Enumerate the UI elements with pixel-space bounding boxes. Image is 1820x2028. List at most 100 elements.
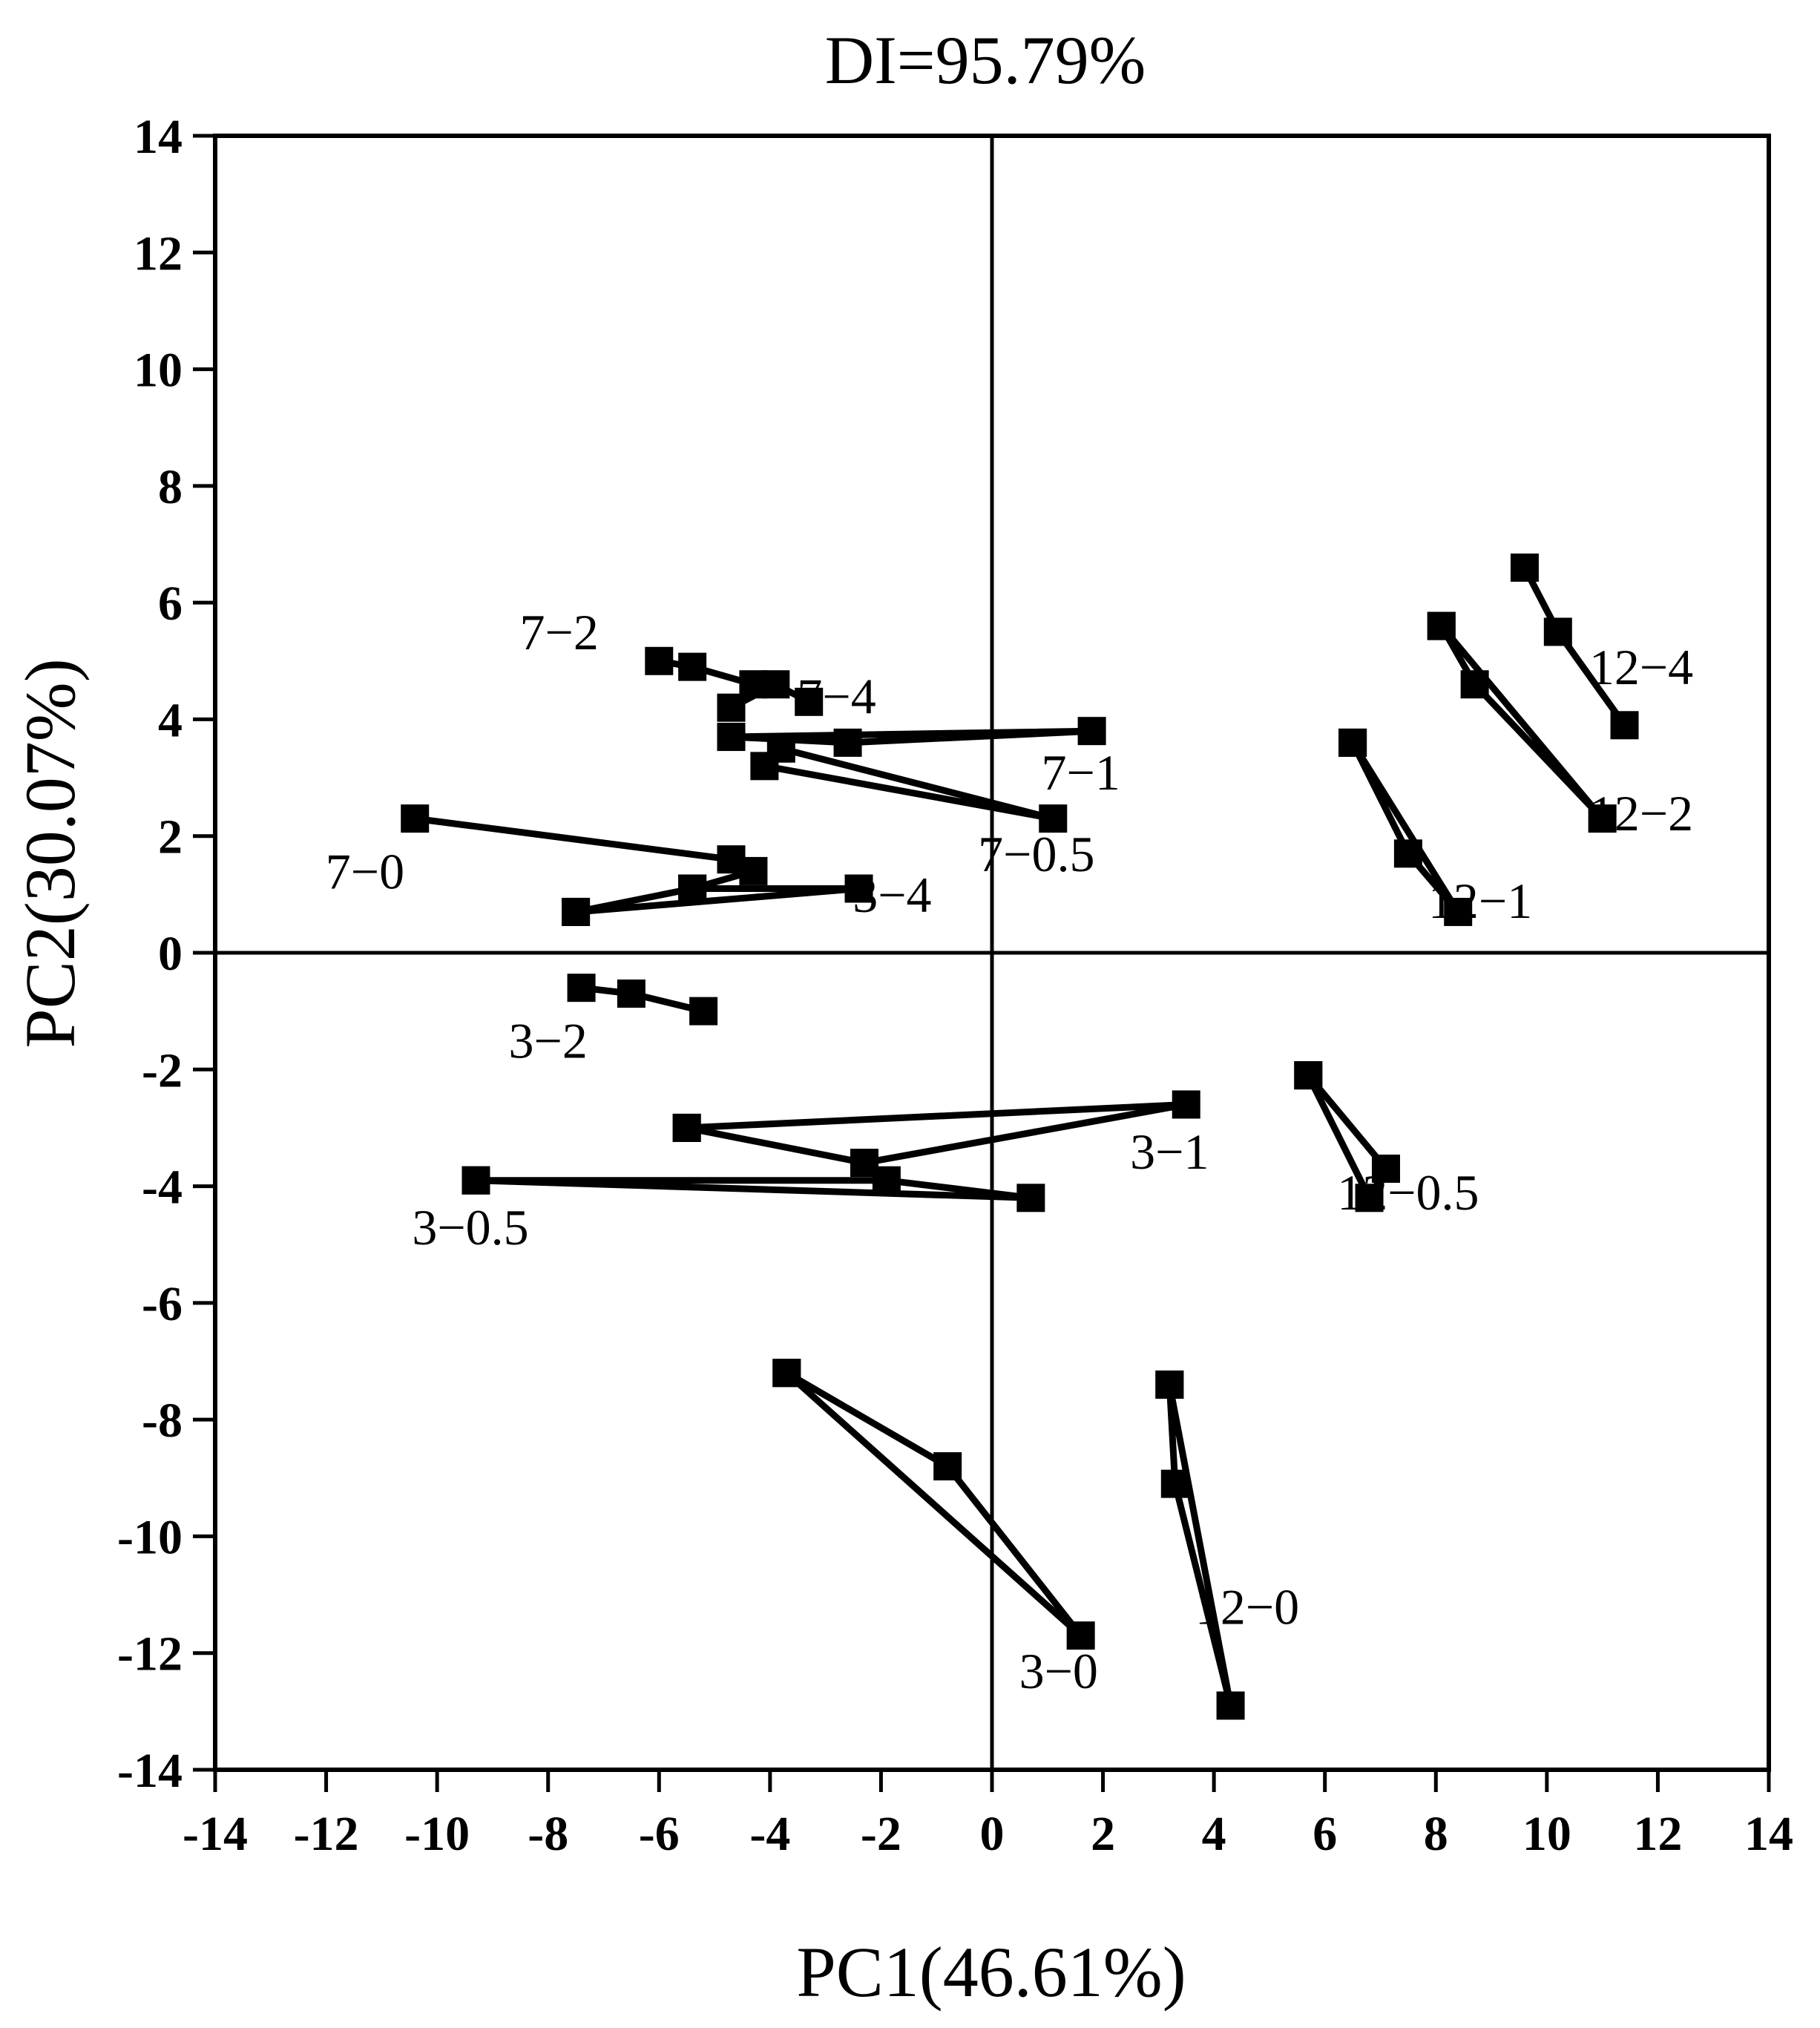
x-tick-label: -4 — [749, 1807, 790, 1861]
y-tick-label: -14 — [117, 1744, 183, 1798]
series-line-12-2 — [1438, 623, 1606, 822]
data-point — [1588, 804, 1617, 833]
data-point — [1338, 728, 1367, 757]
data-point — [772, 1359, 801, 1388]
x-tick-label: 8 — [1424, 1807, 1448, 1861]
data-point — [1427, 611, 1456, 640]
series-label: 12−1 — [1428, 873, 1532, 929]
series-line-7-1 — [731, 727, 1096, 746]
y-tick-label: -6 — [142, 1277, 183, 1331]
data-point — [562, 897, 591, 926]
data-point — [617, 979, 645, 1008]
chart-title: DI=95.79% — [825, 22, 1146, 98]
x-tick-label: 6 — [1313, 1807, 1337, 1861]
y-tick-label: 6 — [158, 577, 183, 631]
x-tick-label: -12 — [294, 1807, 359, 1861]
y-tick-label: 10 — [134, 344, 183, 398]
x-tick-label: -14 — [183, 1807, 248, 1861]
y-tick-label: 2 — [158, 810, 183, 864]
series-line-12-0 — [1166, 1384, 1235, 1709]
x-tick-label: -10 — [404, 1807, 470, 1861]
data-point — [672, 1113, 701, 1142]
y-tick-label: 8 — [158, 460, 183, 514]
data-point — [1510, 553, 1539, 582]
data-point — [1016, 1184, 1045, 1212]
data-point — [1294, 1061, 1323, 1090]
y-tick-label: 0 — [158, 927, 183, 981]
data-point — [1039, 804, 1068, 833]
x-tick-label: 12 — [1633, 1807, 1682, 1861]
data-point — [795, 687, 824, 716]
data-point — [739, 856, 768, 885]
data-point — [567, 974, 596, 1002]
series-label: 12−4 — [1589, 639, 1693, 695]
y-tick-label: 12 — [134, 226, 183, 280]
data-point — [850, 1149, 878, 1178]
y-tick-label: -10 — [117, 1510, 183, 1564]
data-point — [833, 728, 862, 757]
series-label: 7−1 — [1041, 744, 1120, 801]
series-label: 3−0.5 — [412, 1199, 528, 1256]
series-label: 7−4 — [797, 669, 875, 725]
y-tick-label: 4 — [158, 693, 183, 747]
data-point — [717, 723, 746, 752]
data-point — [1444, 897, 1473, 926]
series-label: 3−2 — [509, 1013, 588, 1069]
x-tick-label: 0 — [980, 1807, 1005, 1861]
data-point — [761, 670, 790, 699]
x-axis-title: PC1(46.61%) — [796, 1932, 1186, 2012]
series-label: 3−0 — [1019, 1643, 1098, 1699]
series-line-12-0.5 — [1305, 1073, 1390, 1201]
data-point — [1355, 1184, 1384, 1212]
data-point — [678, 874, 707, 903]
data-point — [1172, 1090, 1200, 1119]
x-tick-label: 14 — [1744, 1807, 1793, 1861]
data-point — [1155, 1370, 1184, 1399]
y-axis-title: PC2(30.07%) — [10, 658, 90, 1048]
series-label: 7−0 — [326, 843, 404, 899]
x-tick-label: 4 — [1202, 1807, 1226, 1861]
data-point — [689, 997, 718, 1026]
y-tick-label: -4 — [142, 1161, 183, 1215]
series-line-7-0.5 — [763, 745, 1057, 822]
data-point — [717, 693, 746, 722]
data-point — [1543, 617, 1572, 646]
x-tick-label: -6 — [639, 1807, 680, 1861]
series-line-3-0.5 — [476, 1177, 1034, 1201]
series-label: 7−2 — [519, 604, 598, 660]
y-tick-label: -8 — [142, 1394, 183, 1448]
y-tick-label: -2 — [142, 1043, 183, 1097]
x-tick-label: 10 — [1522, 1807, 1571, 1861]
series-label: 3−1 — [1130, 1123, 1209, 1180]
data-point — [1216, 1691, 1245, 1720]
data-point — [1393, 839, 1422, 868]
series-line-3-1 — [686, 1101, 1190, 1166]
data-point — [844, 874, 873, 903]
data-point — [678, 652, 707, 681]
series-label: 7−0.5 — [978, 826, 1094, 882]
series-line-3-4 — [575, 885, 862, 916]
data-point — [461, 1166, 490, 1195]
data-point — [1460, 670, 1489, 699]
series-label: 12−2 — [1589, 785, 1693, 841]
y-tick-label: 14 — [134, 110, 183, 164]
series-label: 3−4 — [852, 867, 931, 923]
x-tick-label: -8 — [528, 1807, 568, 1861]
series-line-12-1 — [1350, 741, 1462, 916]
data-point — [1371, 1154, 1400, 1183]
series-label: 12−0 — [1195, 1578, 1299, 1635]
plot-area: -14 -12 -10 -8 -6 -4 -2 0 2 4 6 8 10 12 14 14 12 10 8 6 4 2 0 -… — [117, 110, 1793, 1861]
data-point — [1077, 717, 1106, 746]
series-label: 12−0.5 — [1337, 1164, 1479, 1221]
data-point — [933, 1452, 962, 1481]
data-point — [1066, 1621, 1095, 1650]
data-point — [645, 646, 674, 675]
x-tick-label: 2 — [1091, 1807, 1115, 1861]
data-point — [1610, 711, 1639, 740]
series-line-3-0 — [784, 1370, 1085, 1639]
y-tick-label: -12 — [117, 1627, 183, 1681]
data-point — [401, 804, 430, 833]
x-tick-label: -2 — [861, 1807, 901, 1861]
data-point — [1160, 1469, 1189, 1498]
